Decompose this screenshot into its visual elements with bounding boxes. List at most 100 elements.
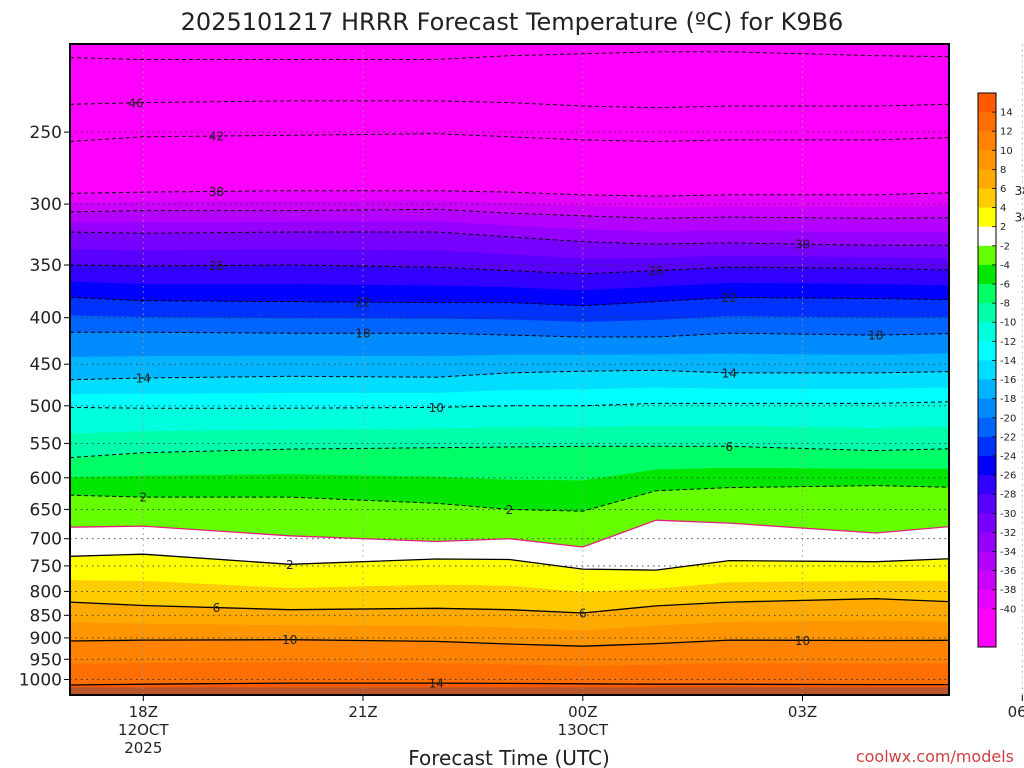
x-tick-label: 03Z (788, 703, 817, 721)
colorbar-swatch (978, 169, 996, 189)
colorbar-label: -8 (1000, 299, 1010, 310)
colorbar-label: -10 (1000, 318, 1016, 329)
colorbar-label: -32 (1000, 528, 1016, 539)
contour-label: 2 (506, 503, 514, 517)
contour-line (70, 208, 949, 219)
y-tick-label: 450 (30, 355, 62, 375)
colorbar-swatch (978, 207, 996, 228)
x-tick-label: 18Z (129, 703, 158, 721)
chart-title: 2025101217 HRRR Forecast Temperature (ºC… (181, 8, 844, 36)
colorbar-swatch (978, 264, 996, 285)
contour-label: 22 (722, 291, 737, 305)
contour-label: 34 (1015, 211, 1024, 225)
colorbar-label: -14 (1000, 356, 1016, 367)
plot-area: 1410106662222610101414181822222226262630… (69, 43, 1024, 696)
contour-line (70, 190, 949, 197)
colorbar-label: -36 (1000, 566, 1016, 577)
contour-label: 10 (429, 401, 444, 415)
contour-label: 18 (868, 329, 883, 343)
y-tick-label: 600 (30, 469, 62, 489)
colorbar-swatch (978, 513, 996, 533)
colorbar-swatch (978, 608, 996, 629)
colorbar-label: -28 (1000, 490, 1016, 501)
colorbar-swatch (978, 455, 996, 476)
x-tick-date: 12OCT (118, 721, 169, 739)
colorbar-label: 2 (1000, 222, 1006, 233)
contour-line (70, 100, 949, 109)
colorbar-swatch (978, 589, 996, 610)
temp-band (70, 661, 949, 686)
contour-label: 18 (355, 327, 370, 341)
contour-label: 26 (209, 259, 224, 273)
colorbar-label: -26 (1000, 471, 1016, 482)
y-tick-label: 350 (30, 256, 62, 276)
colorbar-label: 8 (1000, 165, 1006, 176)
x-tick-label: 00Z (568, 703, 597, 721)
contour-line (70, 485, 949, 512)
colorbar-swatch (978, 379, 996, 400)
contour-line (70, 331, 949, 338)
colorbar-swatch (978, 303, 996, 323)
contour-line (70, 51, 949, 60)
contour-label: 42 (209, 130, 224, 144)
contour-line (70, 682, 949, 686)
contour-label: 6 (725, 440, 733, 454)
y-tick-label: 250 (30, 123, 62, 143)
colorbar-label: 6 (1000, 184, 1006, 195)
temperature-fill (70, 44, 949, 695)
colorbar-swatch (978, 150, 996, 170)
colorbar-label: -22 (1000, 432, 1016, 443)
colorbar-frame (977, 92, 997, 648)
colorbar-swatch (978, 93, 996, 113)
colorbar-label: -40 (1000, 604, 1016, 615)
colorbar-swatch (978, 532, 996, 552)
colorbar-label: 14 (1000, 108, 1013, 119)
colorbar-label: -30 (1000, 509, 1016, 520)
colorbar-swatch (978, 341, 996, 361)
contour-label: 14 (136, 372, 151, 386)
contour-line (70, 133, 949, 142)
x-tick-date: 13OCT (558, 721, 609, 739)
contour-lines (70, 51, 949, 686)
y-tick-label: 500 (30, 397, 62, 417)
y-tick-label: 750 (30, 557, 62, 577)
contour-line (70, 369, 949, 381)
colorbar-swatch (978, 188, 996, 209)
plot-frame (69, 43, 950, 696)
y-tick-label: 400 (30, 309, 62, 329)
contour-labels: 1410106662222610101414181822222226262630… (128, 96, 1024, 691)
colorbar-label: 4 (1000, 203, 1006, 214)
contour-label: 10 (282, 633, 297, 647)
y-tick-label: 550 (30, 434, 62, 454)
colorbar-swatch (978, 417, 996, 438)
contour-line (70, 445, 949, 459)
colorbar-swatch (978, 360, 996, 380)
colorbar-label: -18 (1000, 394, 1016, 405)
colorbar-swatch (978, 494, 996, 514)
colorbar-swatch (978, 570, 996, 591)
contour-line (70, 553, 949, 571)
y-tick-label: 850 (30, 606, 62, 626)
axes: 250 300 350 400 450 500 550 600 650 700 750 800 850 9… (19, 123, 1024, 757)
colorbar-swatch (978, 131, 996, 151)
colorbar-label: 12 (1000, 127, 1013, 138)
x-tick-label: 06Z (1008, 703, 1024, 721)
y-tick-label: 950 (30, 650, 62, 670)
y-tick-label: 700 (30, 530, 62, 550)
colorbar-label: -34 (1000, 547, 1016, 558)
contour-line (70, 401, 949, 409)
surface-strip (70, 687, 949, 695)
contour-line (70, 264, 949, 275)
contour-label: 14 (429, 677, 444, 691)
credit-text: coolwx.com/models (856, 747, 1014, 766)
contour-label: 38 (209, 185, 224, 199)
colorbar-swatch (978, 322, 996, 342)
contour-line (70, 639, 949, 647)
colorbar-swatch (978, 245, 996, 266)
contour-label: 14 (722, 366, 737, 380)
colorbar-label: -6 (1000, 280, 1010, 291)
colorbar-swatch (978, 112, 996, 132)
contour-label: 6 (213, 601, 221, 615)
y-tick-label: 300 (30, 195, 62, 215)
